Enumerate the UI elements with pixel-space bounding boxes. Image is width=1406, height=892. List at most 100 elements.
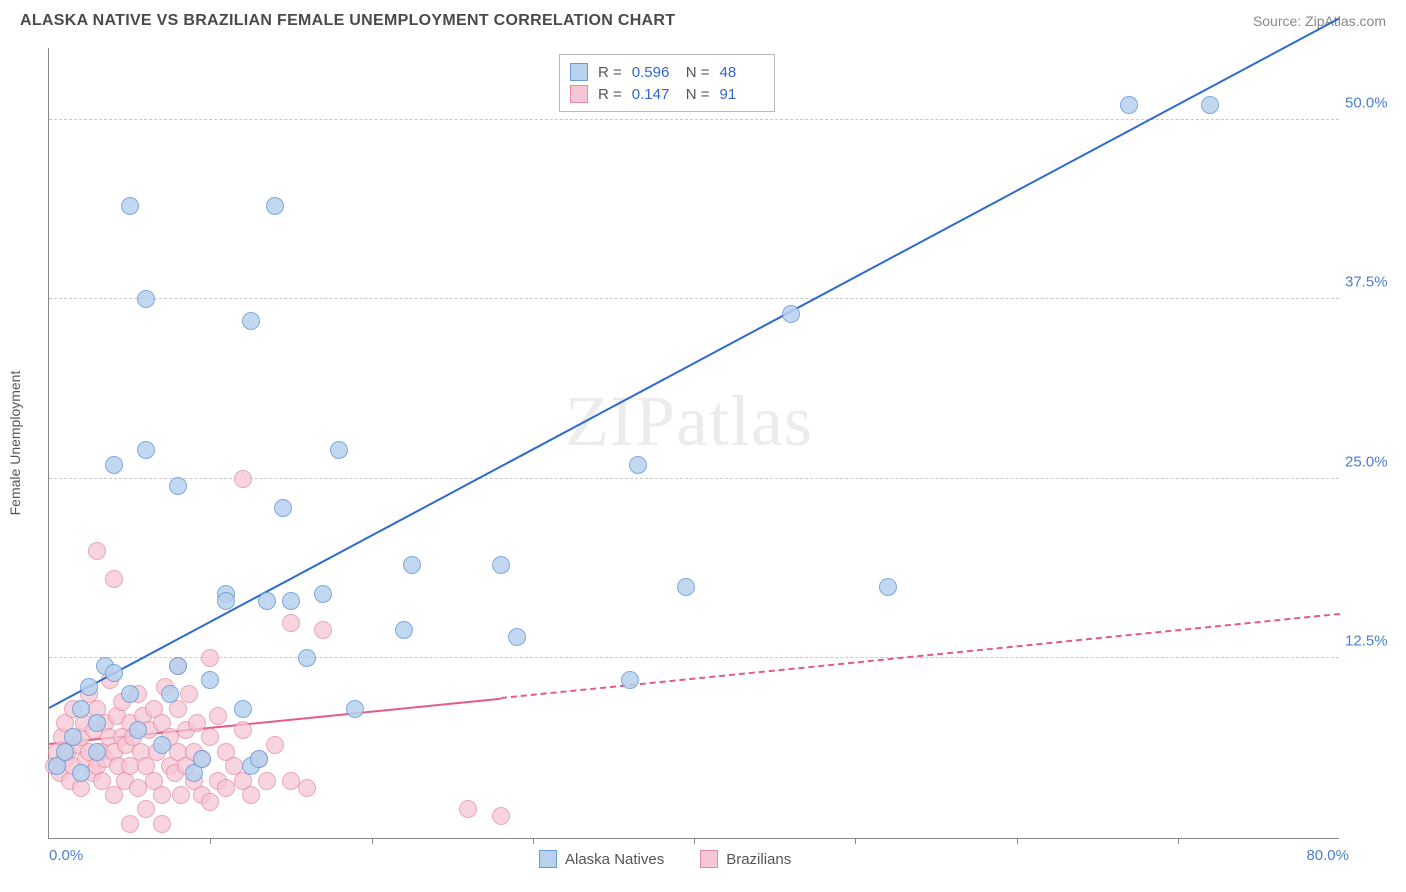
r-value: 0.147: [632, 86, 676, 103]
scatter-point: [242, 786, 260, 804]
scatter-point: [314, 585, 332, 603]
scatter-point: [330, 441, 348, 459]
source-link[interactable]: ZipAtlas.com: [1305, 13, 1386, 29]
scatter-point: [88, 542, 106, 560]
scatter-point: [161, 685, 179, 703]
scatter-point: [314, 621, 332, 639]
scatter-point: [88, 714, 106, 732]
x-tick: [694, 838, 695, 844]
scatter-point: [508, 628, 526, 646]
scatter-point: [629, 456, 647, 474]
scatter-point: [201, 671, 219, 689]
scatter-point: [282, 614, 300, 632]
legend-label: Brazilians: [726, 851, 791, 868]
legend-item: Alaska Natives: [539, 850, 664, 868]
scatter-point: [105, 456, 123, 474]
scatter-point: [1120, 96, 1138, 114]
scatter-point: [80, 678, 98, 696]
x-tick: [1017, 838, 1018, 844]
scatter-point: [403, 556, 421, 574]
stats-row: R =0.596N =48: [570, 61, 764, 83]
n-label: N =: [686, 64, 710, 81]
scatter-point: [282, 592, 300, 610]
scatter-point: [129, 721, 147, 739]
grid-line: [49, 298, 1339, 299]
r-label: R =: [598, 64, 622, 81]
scatter-point: [153, 736, 171, 754]
n-value: 91: [720, 86, 764, 103]
scatter-point: [188, 714, 206, 732]
scatter-chart: Female Unemployment ZIPatlas 12.5%25.0%3…: [48, 48, 1339, 839]
scatter-point: [234, 721, 252, 739]
legend-item: Brazilians: [700, 850, 791, 868]
scatter-point: [266, 197, 284, 215]
scatter-point: [169, 477, 187, 495]
chart-title: ALASKA NATIVE VS BRAZILIAN FEMALE UNEMPL…: [20, 12, 675, 30]
scatter-point: [395, 621, 413, 639]
scatter-point: [234, 700, 252, 718]
legend-swatch: [700, 850, 718, 868]
scatter-point: [242, 312, 260, 330]
watermark-atlas: atlas: [676, 381, 813, 461]
scatter-point: [459, 800, 477, 818]
scatter-point: [153, 786, 171, 804]
scatter-point: [64, 728, 82, 746]
stats-row: R = 0.147 N = 91: [570, 83, 764, 105]
n-value: 48: [720, 64, 764, 81]
y-tick-label: 12.5%: [1345, 633, 1405, 650]
x-tick: [372, 838, 373, 844]
scatter-point: [105, 570, 123, 588]
scatter-point: [621, 671, 639, 689]
x-tick: [210, 838, 211, 844]
legend-label: Alaska Natives: [565, 851, 664, 868]
scatter-point: [782, 305, 800, 323]
correlation-stats-box: R =0.596N =48R =0.147N =91: [559, 54, 775, 112]
scatter-point: [298, 649, 316, 667]
x-tick: [1178, 838, 1179, 844]
regression-line: [49, 17, 1340, 708]
scatter-point: [346, 700, 364, 718]
x-max-label: 80.0%: [1306, 847, 1349, 864]
bottom-legend: Alaska Natives Brazilians: [539, 850, 791, 868]
scatter-point: [217, 592, 235, 610]
scatter-point: [298, 779, 316, 797]
y-axis-title: Female Unemployment: [7, 371, 23, 516]
scatter-point: [72, 764, 90, 782]
scatter-point: [258, 592, 276, 610]
scatter-point: [201, 649, 219, 667]
r-label: R =: [598, 86, 622, 103]
legend-swatch: [539, 850, 557, 868]
scatter-point: [88, 743, 106, 761]
scatter-point: [137, 800, 155, 818]
scatter-point: [121, 197, 139, 215]
scatter-point: [201, 728, 219, 746]
x-tick: [533, 838, 534, 844]
scatter-point: [677, 578, 695, 596]
scatter-point: [266, 736, 284, 754]
y-tick-label: 37.5%: [1345, 274, 1405, 291]
scatter-point: [172, 786, 190, 804]
scatter-point: [234, 470, 252, 488]
header-bar: ALASKA NATIVE VS BRAZILIAN FEMALE UNEMPL…: [0, 0, 1406, 38]
scatter-point: [169, 657, 187, 675]
legend-swatch: [570, 63, 588, 81]
scatter-point: [193, 750, 211, 768]
y-tick-label: 50.0%: [1345, 94, 1405, 111]
source-prefix: Source:: [1253, 13, 1305, 29]
legend-swatch: [570, 85, 588, 103]
scatter-point: [258, 772, 276, 790]
scatter-point: [72, 700, 90, 718]
scatter-point: [879, 578, 897, 596]
scatter-point: [153, 815, 171, 833]
scatter-point: [201, 793, 219, 811]
grid-line: [49, 657, 1339, 658]
scatter-point: [209, 707, 227, 725]
scatter-point: [274, 499, 292, 517]
y-tick-label: 25.0%: [1345, 453, 1405, 470]
scatter-point: [137, 441, 155, 459]
scatter-point: [492, 556, 510, 574]
x-tick: [855, 838, 856, 844]
n-label: N =: [686, 86, 710, 103]
scatter-point: [105, 664, 123, 682]
watermark: ZIPatlas: [565, 380, 813, 463]
